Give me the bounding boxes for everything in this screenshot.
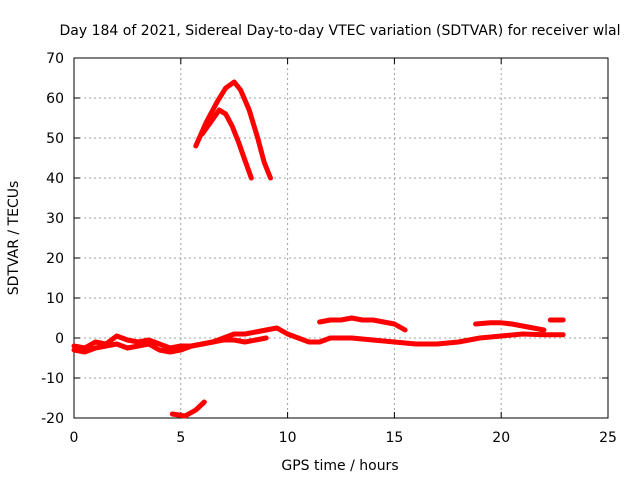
series-baseline-main <box>71 325 566 351</box>
x-axis-label: GPS time / hours <box>281 458 398 474</box>
x-tick-label: 20 <box>492 430 510 446</box>
series-arc-right <box>473 320 547 333</box>
plot-frame <box>73 57 609 419</box>
y-tick-label: 0 <box>55 331 64 347</box>
series-arc-high-2 <box>199 107 254 181</box>
y-tick-label: -20 <box>41 411 64 427</box>
x-tick-label: 25 <box>599 430 617 446</box>
y-tick-label: -10 <box>41 371 64 387</box>
x-tick-label: 15 <box>385 430 403 446</box>
y-tick-label: 20 <box>46 251 64 267</box>
y-tick-label: 50 <box>46 131 64 147</box>
data-series <box>71 79 566 419</box>
series-arc-mid <box>317 315 408 333</box>
x-tick-label: 10 <box>279 430 297 446</box>
y-tick-label: 40 <box>46 171 64 187</box>
x-tick-label: 5 <box>176 430 185 446</box>
y-tick-label: 10 <box>46 291 64 307</box>
y-tick-label: 60 <box>46 91 64 107</box>
grid <box>74 58 608 418</box>
y-tick-label: 70 <box>46 51 64 67</box>
y-tick-label: 30 <box>46 211 64 227</box>
chart-title: Day 184 of 2021, Sidereal Day-to-day VTE… <box>59 23 620 39</box>
series-baseline-low <box>71 335 269 355</box>
x-tick-label: 0 <box>70 430 79 446</box>
axis-ticks: 0 5 10 15 20 25 -20 -10 0 10 20 30 40 50 60 70 <box>41 51 617 446</box>
y-axis-label: SDTVAR / TECUs <box>6 181 22 296</box>
series-arc-high-1 <box>193 79 273 181</box>
series-arc-low <box>169 399 207 419</box>
